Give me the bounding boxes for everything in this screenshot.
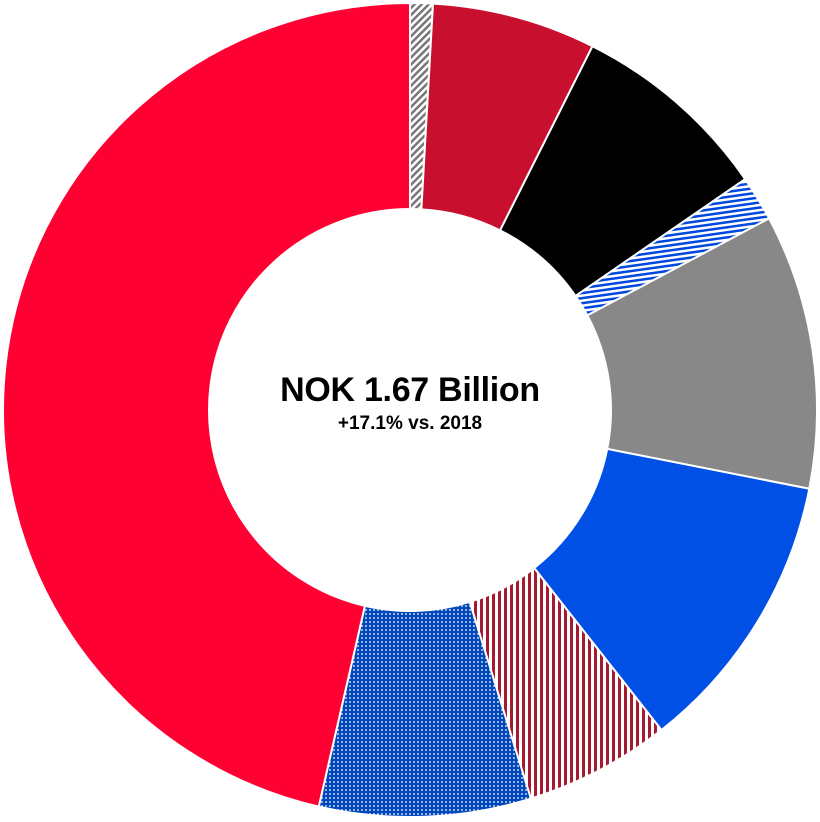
chart-total-value: NOK 1.67 Billion (280, 371, 540, 409)
chart-change-vs-prior-year: +17.1% vs. 2018 (337, 413, 483, 434)
donut-slice-5 (585, 217, 818, 490)
donut-slice-9 (2, 1, 411, 808)
donut-slice-6 (532, 447, 811, 732)
donut-center-label: NOK 1.67 Billion +17.1% vs. 2018 (210, 370, 610, 436)
